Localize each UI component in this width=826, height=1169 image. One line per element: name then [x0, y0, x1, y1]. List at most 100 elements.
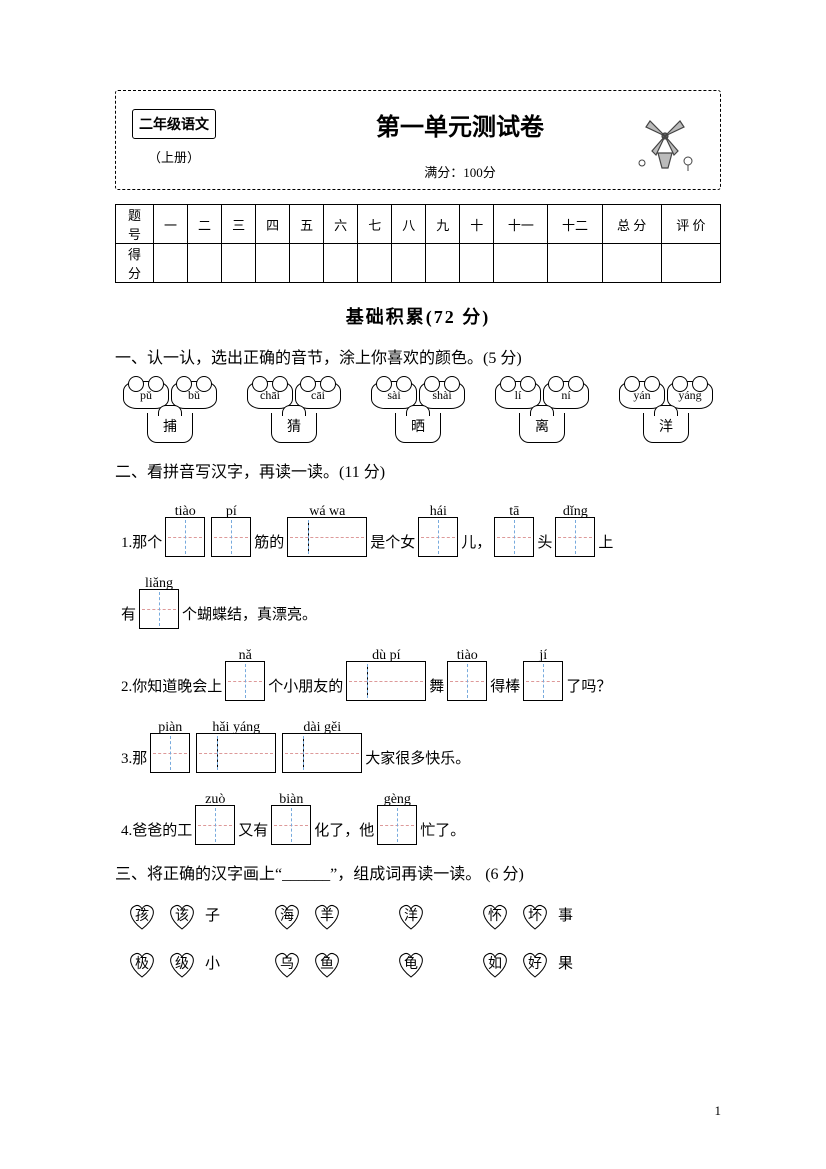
q2-title: 二、看拼音写汉字，再读一读。(11 分) — [115, 461, 721, 485]
q3-item: 孩该子 — [125, 901, 220, 931]
q2-line: 2.你知道晚会上nǎ个小朋友的dù pí舞tiào得棒jí了吗？ — [121, 643, 721, 701]
subject-label: 二年级语文 — [132, 109, 216, 139]
char-writing-box — [195, 805, 235, 845]
q1-title: 一、认一认，选出正确的音节，涂上你喜欢的颜色。(5 分) — [115, 347, 721, 371]
pinyin-box: pí — [211, 499, 251, 557]
q3-item: 洋 — [394, 901, 428, 931]
subject-block: 二年级语文 （上册） — [132, 105, 216, 166]
char-writing-box — [211, 517, 251, 557]
char-writing-box — [494, 517, 534, 557]
char-jar: 晒 — [395, 413, 441, 443]
pinyin-option: ní — [543, 381, 589, 409]
pinyin-box: nǎ — [225, 643, 265, 701]
windmill-icon — [630, 103, 700, 178]
text-fragment: 你知道晚会上 — [132, 673, 222, 702]
pinyin-box: dǐng — [555, 499, 595, 557]
text-fragment: 得棒 — [490, 673, 520, 702]
text-fragment: 头 — [537, 529, 552, 558]
pinyin-box: piàn — [150, 715, 190, 773]
suffix-char: 小 — [205, 953, 220, 976]
q1-pair: sàishài晒 — [371, 381, 465, 443]
pinyin-label: nǎ — [239, 643, 252, 661]
line-number: 4. — [121, 817, 132, 846]
text-fragment: 舞 — [429, 673, 444, 702]
heart-option: 海 — [270, 901, 304, 931]
q3-item: 如好果 — [478, 949, 573, 979]
suffix-char: 果 — [558, 953, 573, 976]
q2-line: 4.爸爸的工zuò又有biàn化了，他gèng忙了。 — [121, 787, 721, 845]
q2: 二、看拼音写汉字，再读一读。(11 分) 1.那个tiàopí筋的wá wa是个… — [115, 461, 721, 845]
pinyin-label: piàn — [158, 715, 182, 733]
q3-item: 极级小 — [125, 949, 220, 979]
volume-label: （上册） — [132, 147, 216, 166]
line-number: 1. — [121, 529, 132, 558]
q2-line: 有liǎng个蝴蝶结，真漂亮。 — [121, 571, 721, 629]
text-fragment: 个蝴蝶结，真漂亮。 — [182, 601, 317, 630]
char-writing-box — [555, 517, 595, 557]
char-jar: 猜 — [271, 413, 317, 443]
char-writing-box — [447, 661, 487, 701]
char-writing-box — [287, 517, 367, 557]
pinyin-box: liǎng — [139, 571, 179, 629]
char-jar: 离 — [519, 413, 565, 443]
heart-option: 级 — [165, 949, 199, 979]
pinyin-label: jí — [539, 643, 547, 661]
text-fragment: 那 — [132, 745, 147, 774]
char-writing-box — [165, 517, 205, 557]
pinyin-label: tā — [509, 499, 519, 517]
q1-pair: chāicāi猜 — [247, 381, 341, 443]
char-writing-box — [523, 661, 563, 701]
pinyin-option: bǔ — [171, 381, 217, 409]
char-jar: 捕 — [147, 413, 193, 443]
char-writing-box — [377, 805, 417, 845]
pinyin-label: dài gěi — [303, 715, 341, 733]
q1: 一、认一认，选出正确的音节，涂上你喜欢的颜色。(5 分) pǔbǔ捕chāicā… — [115, 347, 721, 443]
text-fragment: 是个女 — [370, 529, 415, 558]
score-header-row: 题 号 一 二 三 四 五 六 七 八 九 十 十一 十二 总 分 评 价 — [116, 205, 721, 244]
q3-title: 三、将正确的汉字画上“______”，组成词再读一读。 (6 分) — [115, 863, 721, 887]
text-fragment: 筋的 — [254, 529, 284, 558]
header-box: 二年级语文 （上册） 第一单元测试卷 满分：100分 — [115, 90, 721, 190]
pinyin-option: shài — [419, 381, 465, 409]
q3-item: 乌鱼 — [270, 949, 344, 979]
pinyin-box: jí — [523, 643, 563, 701]
q1-row: pǔbǔ捕chāicāi猜sàishài晒líní离yányáng洋 — [115, 381, 721, 443]
heart-option: 乌 — [270, 949, 304, 979]
text-fragment: 爸爸的工 — [132, 817, 192, 846]
score-value-row: 得 分 — [116, 244, 721, 283]
heart-option: 好 — [518, 949, 552, 979]
pinyin-label: dù pí — [372, 643, 400, 661]
pinyin-box: wá wa — [287, 499, 367, 557]
char-writing-box — [418, 517, 458, 557]
text-fragment: 又有 — [238, 817, 268, 846]
q1-pair: líní离 — [495, 381, 589, 443]
pinyin-option: yáng — [667, 381, 713, 409]
pinyin-box: tiào — [165, 499, 205, 557]
q3: 三、将正确的汉字画上“______”，组成词再读一读。 (6 分) 孩该子 海羊 洋… — [115, 863, 721, 979]
q2-line: 1.那个tiàopí筋的wá wa是个女hái儿，tā头dǐng上 — [121, 499, 721, 557]
heart-option: 如 — [478, 949, 512, 979]
q3-row: 孩该子 海羊 洋 怀坏事极级小 乌鱼 龟 如好果 — [115, 901, 721, 979]
heart-option: 洋 — [394, 901, 428, 931]
page-number: 1 — [715, 1103, 722, 1119]
q1-pair: yányáng洋 — [619, 381, 713, 443]
score-table: 题 号 一 二 三 四 五 六 七 八 九 十 十一 十二 总 分 评 价 得 … — [115, 204, 721, 283]
text-fragment: 化了，他 — [314, 817, 374, 846]
text-fragment: 有 — [121, 601, 136, 630]
text-fragment: 个小朋友的 — [268, 673, 343, 702]
char-writing-box — [346, 661, 426, 701]
heart-option: 龟 — [394, 949, 428, 979]
heart-option: 羊 — [310, 901, 344, 931]
pinyin-label: dǐng — [563, 499, 588, 517]
pinyin-option: cāi — [295, 381, 341, 409]
q3-item: 怀坏事 — [478, 901, 573, 931]
char-writing-box — [139, 589, 179, 629]
char-writing-box — [225, 661, 265, 701]
text-fragment: 大家很多快乐。 — [365, 745, 470, 774]
char-writing-box — [282, 733, 362, 773]
pinyin-box: dài gěi — [282, 715, 362, 773]
pinyin-box: dù pí — [346, 643, 426, 701]
pinyin-box: hǎi yáng — [196, 715, 276, 773]
section-title: 基础积累(72 分) — [115, 303, 721, 329]
pinyin-box: hái — [418, 499, 458, 557]
